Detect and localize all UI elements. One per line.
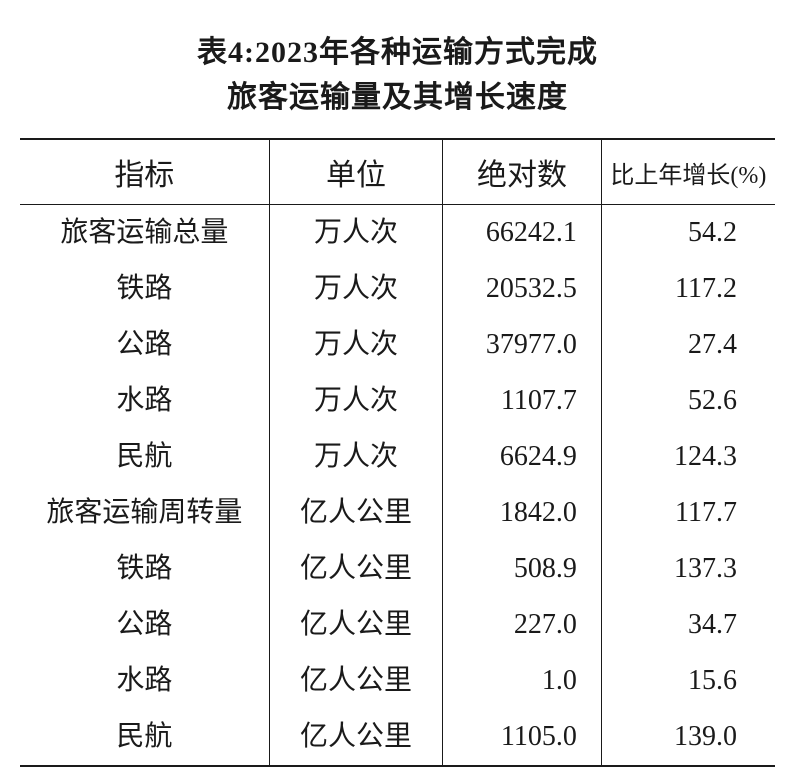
cell-growth: 137.3 (601, 541, 775, 597)
header-value: 绝对数 (443, 139, 602, 205)
cell-unit: 亿人公里 (269, 485, 443, 541)
title-line-1: 表4:2023年各种运输方式完成 (197, 36, 598, 69)
cell-indicator: 民航 (20, 709, 269, 766)
header-growth: 比上年增长(%) (601, 139, 775, 205)
cell-value: 66242.1 (443, 205, 602, 262)
cell-growth: 124.3 (601, 429, 775, 485)
cell-indicator: 水路 (20, 373, 269, 429)
cell-indicator: 铁路 (20, 261, 269, 317)
cell-unit: 万人次 (269, 317, 443, 373)
cell-indicator: 旅客运输总量 (20, 205, 269, 262)
table-header-row: 指标 单位 绝对数 比上年增长(%) (20, 139, 775, 205)
table-row: 铁路 万人次 20532.5 117.2 (20, 261, 775, 317)
cell-value: 1107.7 (443, 373, 602, 429)
cell-indicator: 公路 (20, 317, 269, 373)
cell-unit: 亿人公里 (269, 541, 443, 597)
cell-value: 6624.9 (443, 429, 602, 485)
cell-growth: 139.0 (601, 709, 775, 766)
cell-value: 20532.5 (443, 261, 602, 317)
cell-growth: 52.6 (601, 373, 775, 429)
cell-indicator: 水路 (20, 653, 269, 709)
cell-growth: 117.7 (601, 485, 775, 541)
table-row: 民航 亿人公里 1105.0 139.0 (20, 709, 775, 766)
header-indicator: 指标 (20, 139, 269, 205)
table-row: 水路 万人次 1107.7 52.6 (20, 373, 775, 429)
table-title: 表4:2023年各种运输方式完成 旅客运输量及其增长速度 (20, 30, 775, 120)
table-row: 旅客运输周转量 亿人公里 1842.0 117.7 (20, 485, 775, 541)
table-row: 水路 亿人公里 1.0 15.6 (20, 653, 775, 709)
cell-unit: 亿人公里 (269, 597, 443, 653)
cell-growth: 34.7 (601, 597, 775, 653)
cell-unit: 万人次 (269, 261, 443, 317)
cell-unit: 万人次 (269, 373, 443, 429)
table-body: 旅客运输总量 万人次 66242.1 54.2 铁路 万人次 20532.5 1… (20, 205, 775, 767)
cell-unit: 亿人公里 (269, 653, 443, 709)
cell-growth: 27.4 (601, 317, 775, 373)
table-row: 公路 万人次 37977.0 27.4 (20, 317, 775, 373)
cell-value: 37977.0 (443, 317, 602, 373)
cell-value: 1842.0 (443, 485, 602, 541)
table-row: 旅客运输总量 万人次 66242.1 54.2 (20, 205, 775, 262)
cell-value: 508.9 (443, 541, 602, 597)
cell-indicator: 铁路 (20, 541, 269, 597)
cell-unit: 亿人公里 (269, 709, 443, 766)
cell-growth: 54.2 (601, 205, 775, 262)
table-row: 民航 万人次 6624.9 124.3 (20, 429, 775, 485)
cell-value: 1.0 (443, 653, 602, 709)
title-line-2: 旅客运输量及其增长速度 (227, 81, 568, 114)
cell-indicator: 公路 (20, 597, 269, 653)
table-row: 铁路 亿人公里 508.9 137.3 (20, 541, 775, 597)
cell-unit: 万人次 (269, 205, 443, 262)
cell-unit: 万人次 (269, 429, 443, 485)
header-unit: 单位 (269, 139, 443, 205)
cell-growth: 117.2 (601, 261, 775, 317)
cell-value: 227.0 (443, 597, 602, 653)
table-row: 公路 亿人公里 227.0 34.7 (20, 597, 775, 653)
cell-indicator: 旅客运输周转量 (20, 485, 269, 541)
cell-growth: 15.6 (601, 653, 775, 709)
transport-table: 指标 单位 绝对数 比上年增长(%) 旅客运输总量 万人次 66242.1 54… (20, 138, 775, 767)
cell-value: 1105.0 (443, 709, 602, 766)
cell-indicator: 民航 (20, 429, 269, 485)
